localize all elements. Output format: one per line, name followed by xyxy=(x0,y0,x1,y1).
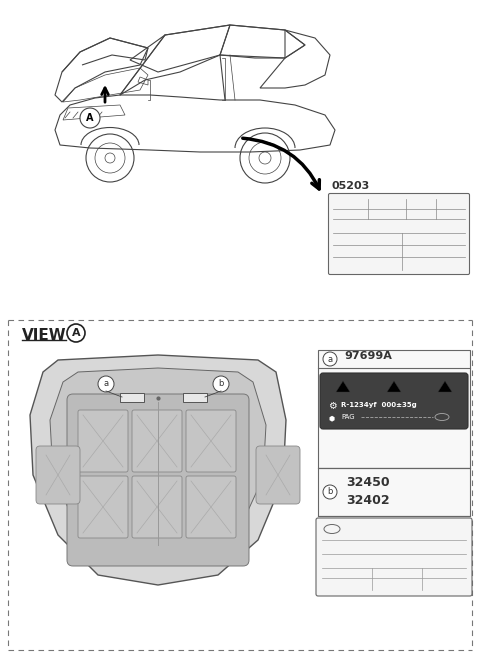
Text: 05203: 05203 xyxy=(332,181,370,191)
FancyBboxPatch shape xyxy=(186,476,236,538)
Text: b: b xyxy=(327,487,333,497)
Polygon shape xyxy=(387,381,401,392)
Polygon shape xyxy=(30,355,286,585)
Polygon shape xyxy=(438,381,452,392)
Text: 32450: 32450 xyxy=(346,476,390,489)
FancyBboxPatch shape xyxy=(256,446,300,504)
Text: ⚙: ⚙ xyxy=(328,401,336,411)
Bar xyxy=(318,350,470,468)
FancyBboxPatch shape xyxy=(316,518,472,596)
Text: PAG: PAG xyxy=(341,414,355,420)
Text: b: b xyxy=(218,380,224,388)
Text: A: A xyxy=(72,328,80,338)
Text: A: A xyxy=(86,113,94,123)
Text: a: a xyxy=(103,380,108,388)
FancyBboxPatch shape xyxy=(78,476,128,538)
Circle shape xyxy=(213,376,229,392)
Text: VIEW: VIEW xyxy=(22,329,67,344)
Text: 97699A: 97699A xyxy=(344,351,392,361)
FancyBboxPatch shape xyxy=(132,410,182,472)
Circle shape xyxy=(98,376,114,392)
Text: R-1234yf  000±35g: R-1234yf 000±35g xyxy=(341,402,417,408)
Circle shape xyxy=(80,108,100,128)
Polygon shape xyxy=(50,368,266,565)
Circle shape xyxy=(67,324,85,342)
FancyBboxPatch shape xyxy=(320,373,468,429)
FancyBboxPatch shape xyxy=(132,476,182,538)
Circle shape xyxy=(323,352,337,366)
FancyBboxPatch shape xyxy=(36,446,80,504)
Bar xyxy=(183,393,207,402)
FancyBboxPatch shape xyxy=(78,410,128,472)
FancyBboxPatch shape xyxy=(328,194,469,274)
Bar xyxy=(318,468,470,516)
FancyBboxPatch shape xyxy=(186,410,236,472)
FancyBboxPatch shape xyxy=(67,394,249,566)
Text: a: a xyxy=(327,354,333,363)
Circle shape xyxy=(323,485,337,499)
Bar xyxy=(120,393,144,402)
Text: ⬢: ⬢ xyxy=(329,415,335,421)
Polygon shape xyxy=(336,381,350,392)
Text: 32402: 32402 xyxy=(346,493,390,506)
